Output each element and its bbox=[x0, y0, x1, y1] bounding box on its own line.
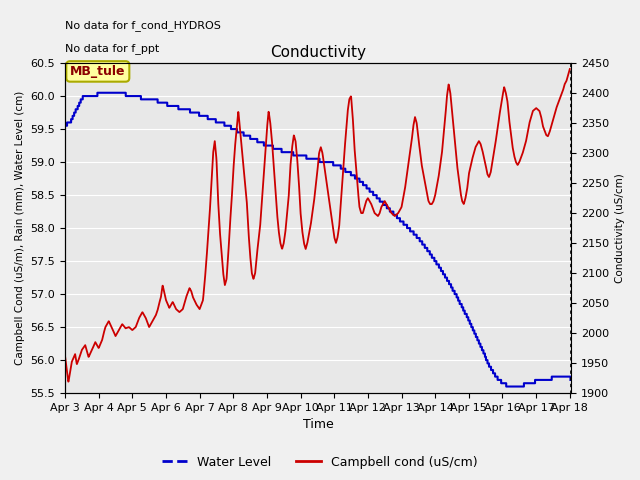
Title: Conductivity: Conductivity bbox=[270, 46, 366, 60]
Text: No data for f_cond_HYDROS: No data for f_cond_HYDROS bbox=[65, 20, 221, 31]
Text: MB_tule: MB_tule bbox=[70, 65, 125, 78]
Text: No data for f_ppt: No data for f_ppt bbox=[65, 43, 159, 54]
Legend: Water Level, Campbell cond (uS/cm): Water Level, Campbell cond (uS/cm) bbox=[157, 451, 483, 474]
Y-axis label: Conductivity (uS/cm): Conductivity (uS/cm) bbox=[615, 173, 625, 283]
Y-axis label: Campbell Cond (uS/m), Rain (mm), Water Level (cm): Campbell Cond (uS/m), Rain (mm), Water L… bbox=[15, 91, 25, 365]
X-axis label: Time: Time bbox=[303, 419, 333, 432]
